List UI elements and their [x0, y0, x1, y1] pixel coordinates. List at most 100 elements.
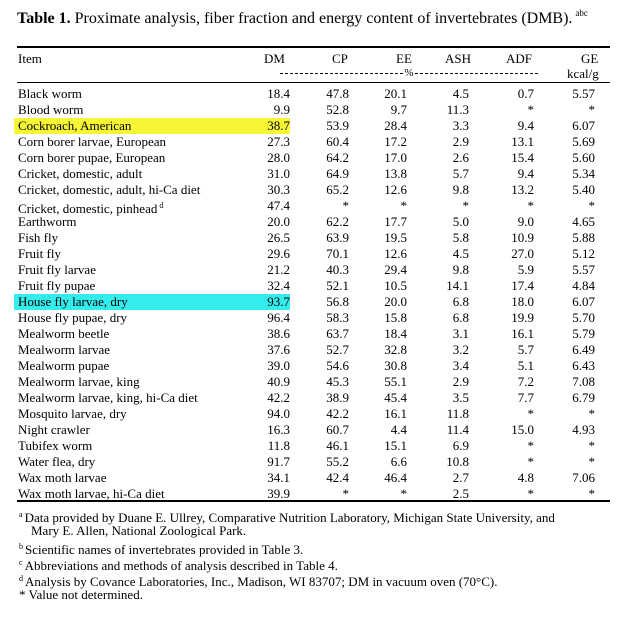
cell-ge: 7.06 [572, 470, 595, 486]
cell-ash-text: 4.5 [452, 246, 469, 261]
table-title: Table 1. Proximate analysis, fiber fract… [17, 8, 588, 27]
cell-ee: 17.0 [384, 150, 407, 166]
cell-adf: * [528, 486, 535, 502]
cell-ee: 15.8 [384, 310, 407, 326]
cell-ee: 20.0 [384, 294, 407, 310]
footnote-mark: b [19, 542, 23, 551]
cell-adf: * [528, 406, 535, 422]
cell-cp-text: 46.1 [326, 438, 349, 453]
cell-ge: 5.34 [572, 166, 595, 182]
cell-adf: 15.0 [511, 422, 534, 438]
cell-item-text: Corn borer pupae, European [18, 150, 166, 165]
cell-cp-text: 63.9 [326, 230, 349, 245]
cell-item-text: Black worm [18, 86, 82, 101]
cell-dm-text: 26.5 [267, 230, 290, 245]
cell-dm: 96.4 [267, 310, 290, 326]
cell-ee: * [401, 198, 408, 214]
cell-adf: 15.4 [511, 150, 534, 166]
cell-cp-text: 45.3 [326, 374, 349, 389]
cell-ge-text: 7.08 [572, 374, 595, 389]
cell-ash-text: 3.5 [452, 390, 469, 405]
cell-adf: 4.8 [518, 470, 534, 486]
cell-cp: 54.6 [326, 358, 349, 374]
cell-cp: 65.2 [326, 182, 349, 198]
cell-item-text: Fruit fly larvae [18, 262, 96, 277]
cell-adf: 7.7 [518, 390, 534, 406]
cell-ash: 2.9 [453, 374, 469, 390]
cell-adf: * [528, 102, 535, 118]
cell-ash: 5.8 [453, 230, 469, 246]
cell-ee: 18.4 [384, 326, 407, 342]
cell-item: Fish fly [18, 230, 58, 246]
cell-cp: 70.1 [326, 246, 349, 262]
cell-ee-text: 17.2 [384, 134, 407, 149]
cell-ge-text: 6.43 [572, 358, 595, 373]
cell-ge: 5.57 [572, 86, 595, 102]
cell-adf: 5.7 [518, 342, 534, 358]
cell-ee: 12.6 [384, 246, 407, 262]
cell-ash-text: 3.1 [452, 326, 469, 341]
cell-item-text: Fish fly [18, 230, 59, 245]
cell-cp: 45.3 [326, 374, 349, 390]
cell-dm-text: 9.9 [273, 102, 290, 117]
cell-ee-text: 30.8 [384, 358, 407, 373]
cell-ee-text: * [400, 486, 408, 501]
cell-adf: 9.4 [518, 166, 534, 182]
cell-ash: 4.5 [453, 246, 469, 262]
cell-ash-text: 3.2 [452, 342, 469, 357]
cell-ash: 6.8 [453, 294, 469, 310]
cell-ge: 5.70 [572, 310, 595, 326]
cell-ge: 7.08 [572, 374, 595, 390]
top-rule [17, 46, 610, 48]
cell-ash: 11.4 [447, 422, 469, 438]
cell-ash: 10.8 [446, 454, 469, 470]
footnote-text: Mary E. Allen, National Zoological Park. [31, 523, 247, 538]
cell-ash-text: 5.7 [452, 166, 469, 181]
cell-ash: 2.9 [453, 134, 469, 150]
cell-dm: 34.1 [267, 470, 290, 486]
cell-item: Fruit fly larvae [18, 262, 96, 278]
cell-cp-text: 52.1 [326, 278, 349, 293]
cell-cp-text: 60.7 [326, 422, 349, 437]
cell-cp-text: 63.7 [326, 326, 349, 341]
header-cp: CP [332, 51, 348, 66]
cell-dm: 27.3 [267, 134, 290, 150]
table-row: Cockroach, American 38.7 53.9 28.4 3.3 9.4 6.0… [17, 118, 610, 134]
cell-ash: 11.3 [447, 102, 469, 118]
cell-ge-text: * [588, 438, 596, 453]
cell-item-text: Wax moth larvae [18, 470, 107, 485]
cell-dm-text: 27.3 [267, 134, 290, 149]
cell-ge: 5.60 [572, 150, 595, 166]
table-row: Cricket, domestic, adult, hi-Ca diet 30.3… [17, 182, 610, 198]
cell-cp-text: 70.1 [326, 246, 349, 261]
cell-ee-text: 13.8 [384, 166, 407, 181]
cell-item-text: Mealworm larvae, king [18, 374, 140, 389]
cell-item-text: Tubifex worm [18, 438, 93, 453]
cell-ee-text: 18.4 [384, 326, 407, 341]
cell-item: Corn borer larvae, European [18, 134, 166, 150]
cell-dm: 9.9 [274, 102, 290, 118]
cell-ash: 3.2 [453, 342, 469, 358]
table-row: Mealworm larvae, king 40.9 45.3 55.1 2.9 7.2 7… [17, 374, 610, 390]
footnote-text: Analysis by Covance Laboratories, Inc., … [25, 574, 498, 589]
cell-dm: 11.8 [268, 438, 290, 454]
cell-cp: 42.2 [326, 406, 349, 422]
cell-ge: * [589, 454, 596, 470]
cell-ge: 5.57 [572, 262, 595, 278]
cell-item-text: Cricket, domestic, adult, hi-Ca diet [18, 182, 201, 197]
cell-cp-text: 55.2 [326, 454, 349, 469]
footnote-line: b Scientific names of invertebrates provi… [19, 539, 303, 558]
cell-item: Mealworm larvae, king [18, 374, 140, 390]
cell-cp-text: 58.3 [326, 310, 349, 325]
cell-ee: * [401, 486, 408, 502]
table-caption: Proximate analysis, fiber fraction and e… [74, 10, 573, 27]
item-footnote-mark: d [159, 201, 164, 210]
cell-cp-text: * [342, 486, 350, 501]
cell-ash: 3.1 [453, 326, 469, 342]
cell-item-text: Fruit fly [18, 246, 61, 261]
title-superscript: abc [575, 8, 588, 18]
cell-ee-text: 46.4 [384, 470, 407, 485]
cell-ee-text: 6.6 [390, 454, 407, 469]
cell-ee: 20.1 [384, 86, 407, 102]
cell-cp: 63.9 [326, 230, 349, 246]
